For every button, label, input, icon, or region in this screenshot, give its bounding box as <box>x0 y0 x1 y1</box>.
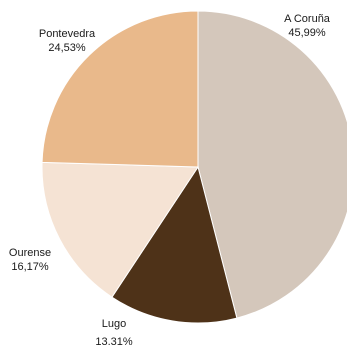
slice-name-lugo: Lugo <box>102 318 126 330</box>
slice-lugo <box>111 165 238 324</box>
pie-slices <box>41 10 347 324</box>
slice-name-ourense: Ourense <box>9 247 51 259</box>
slice-value-pontevedra: 24,53% <box>48 42 86 54</box>
label-pontevedra: Pontevedra 24,53% <box>39 28 96 54</box>
label-a-coruna: A Coruña 45,99% <box>284 13 331 39</box>
slice-name-a-coruna: A Coruña <box>284 13 331 25</box>
slice-name-pontevedra: Pontevedra <box>39 28 96 40</box>
slice-a-coruna <box>197 10 347 319</box>
slice-ourense <box>41 161 199 298</box>
label-lugo: Lugo 13.31% <box>95 318 133 346</box>
label-ourense: Ourense 16,17% <box>9 247 51 273</box>
slice-value-lugo: 13.31% <box>95 336 133 346</box>
slice-value-a-coruna: 45,99% <box>288 27 326 39</box>
slice-value-ourense: 16,17% <box>11 261 49 273</box>
slice-pontevedra <box>41 10 199 168</box>
